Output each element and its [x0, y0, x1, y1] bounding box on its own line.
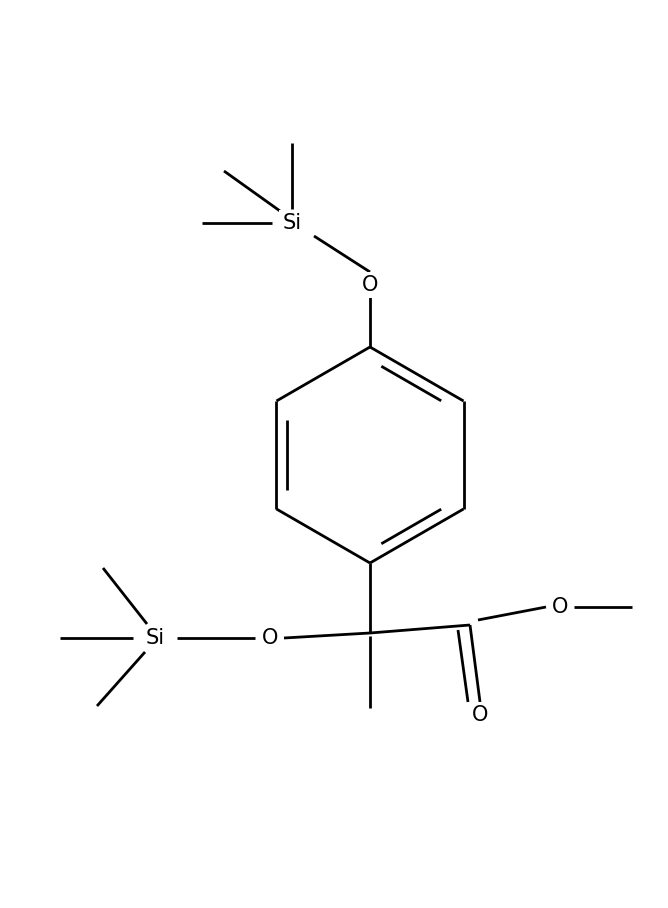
Text: Si: Si [146, 628, 164, 648]
Text: O: O [262, 628, 278, 648]
Text: O: O [362, 275, 378, 295]
Text: O: O [472, 705, 488, 725]
Text: Si: Si [283, 213, 301, 233]
Text: O: O [552, 597, 568, 617]
